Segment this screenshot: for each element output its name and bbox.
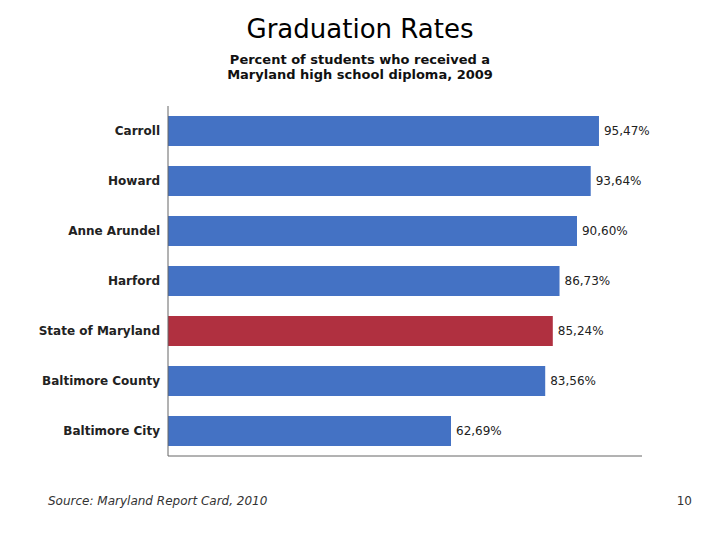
svg-text:62,69%: 62,69% [456,424,502,438]
html-text:10: 10 [676,494,692,508]
svg-text:86,73%: 86,73% [565,274,611,288]
svg-text:State of Maryland: State of Maryland [39,324,160,338]
svg-text:Howard: Howard [108,174,160,188]
svg-text:90,60%: 90,60% [582,224,628,238]
svg-text:85,24%: 85,24% [558,324,604,338]
html-text:Percent of students who receiv: Percent of students who received a Maryl… [227,52,493,82]
svg-text:Carroll: Carroll [115,124,160,138]
html-text:Graduation Rates: Graduation Rates [246,14,474,44]
svg-text:Harford: Harford [108,274,160,288]
svg-text:93,64%: 93,64% [596,174,642,188]
svg-text:Anne Arundel: Anne Arundel [68,224,160,238]
html-text:Source: Maryland Report Card,: Source: Maryland Report Card, 2010 [48,494,268,508]
svg-text:95,47%: 95,47% [604,124,650,138]
svg-text:Baltimore City: Baltimore City [63,424,160,438]
svg-text:83,56%: 83,56% [550,374,596,388]
svg-text:Baltimore County: Baltimore County [42,374,160,388]
